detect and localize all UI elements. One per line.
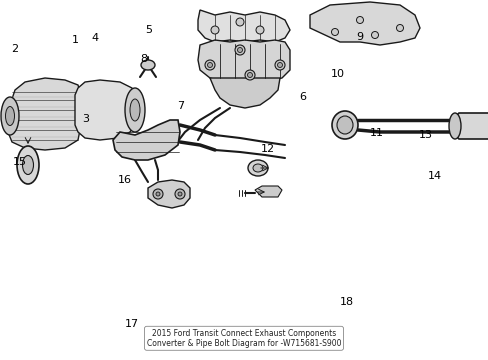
Ellipse shape <box>1 97 19 135</box>
Ellipse shape <box>17 146 39 184</box>
Text: 15: 15 <box>13 157 26 167</box>
Circle shape <box>235 45 244 55</box>
Circle shape <box>244 70 254 80</box>
Circle shape <box>331 28 338 36</box>
Circle shape <box>396 24 403 32</box>
Circle shape <box>371 32 378 39</box>
Ellipse shape <box>252 164 263 172</box>
Text: 9: 9 <box>355 32 362 42</box>
Polygon shape <box>75 80 135 140</box>
Text: 14: 14 <box>427 171 441 181</box>
Circle shape <box>175 189 184 199</box>
Ellipse shape <box>141 60 155 70</box>
Text: 8: 8 <box>141 54 147 64</box>
Circle shape <box>153 189 163 199</box>
Text: 3: 3 <box>82 114 89 124</box>
Circle shape <box>236 18 244 26</box>
Ellipse shape <box>125 88 145 132</box>
Circle shape <box>356 17 363 23</box>
Ellipse shape <box>22 156 34 175</box>
Polygon shape <box>148 180 190 208</box>
Ellipse shape <box>5 107 15 126</box>
Circle shape <box>247 72 252 77</box>
Polygon shape <box>454 113 488 139</box>
Text: 11: 11 <box>369 128 383 138</box>
Text: 2015 Ford Transit Connect Exhaust Components
Converter & Pipe Bolt Diagram for -: 2015 Ford Transit Connect Exhaust Compon… <box>146 329 341 348</box>
Text: 13: 13 <box>418 130 431 140</box>
Circle shape <box>256 26 264 34</box>
Polygon shape <box>209 78 280 108</box>
Circle shape <box>274 60 285 70</box>
Text: 10: 10 <box>330 69 344 79</box>
Text: 7: 7 <box>177 101 184 111</box>
Circle shape <box>237 48 242 53</box>
Circle shape <box>204 60 215 70</box>
Polygon shape <box>8 78 80 150</box>
Circle shape <box>156 192 160 196</box>
Polygon shape <box>309 2 419 45</box>
Text: 12: 12 <box>261 144 274 154</box>
Ellipse shape <box>331 111 357 139</box>
Text: 17: 17 <box>125 319 139 329</box>
Circle shape <box>210 26 219 34</box>
Circle shape <box>277 63 282 68</box>
Polygon shape <box>198 40 289 82</box>
Ellipse shape <box>448 113 460 139</box>
Text: 6: 6 <box>299 92 306 102</box>
Ellipse shape <box>336 116 352 134</box>
Polygon shape <box>113 120 180 160</box>
Circle shape <box>178 192 182 196</box>
Polygon shape <box>254 186 282 197</box>
Ellipse shape <box>130 99 140 121</box>
Text: 4: 4 <box>92 33 99 43</box>
Circle shape <box>207 63 212 68</box>
Text: 1: 1 <box>72 35 79 45</box>
Text: 2: 2 <box>11 44 18 54</box>
Ellipse shape <box>247 160 267 176</box>
Text: 16: 16 <box>118 175 131 185</box>
Text: 18: 18 <box>340 297 353 307</box>
Polygon shape <box>198 10 289 42</box>
Text: 5: 5 <box>145 24 152 35</box>
